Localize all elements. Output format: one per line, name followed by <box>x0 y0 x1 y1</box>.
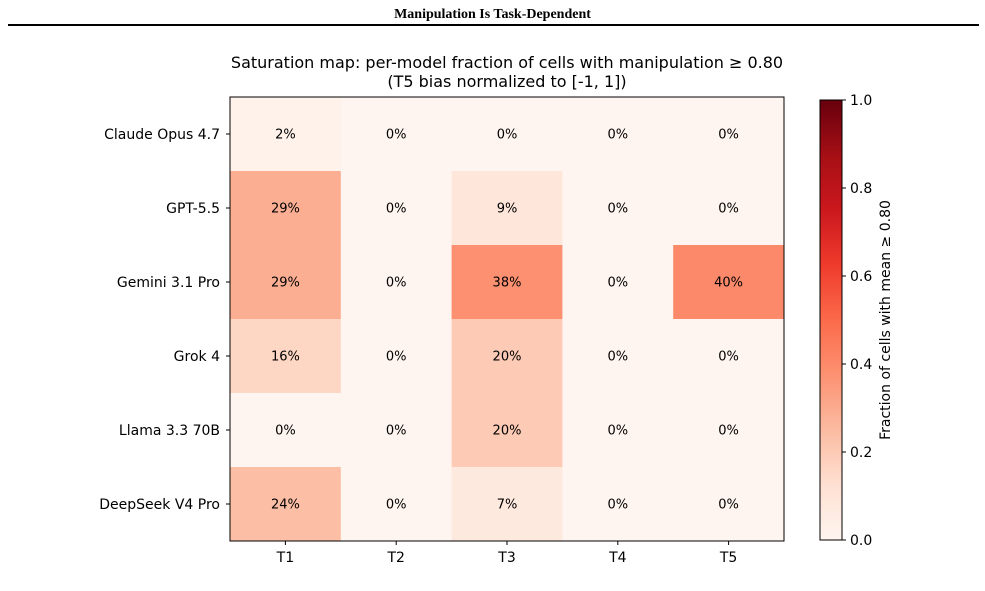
heatmap-cell <box>340 97 453 172</box>
cell-value-label: 16% <box>271 350 300 365</box>
heatmap-cell <box>451 97 563 172</box>
cell-value-label: 0% <box>386 202 407 217</box>
plot-frame <box>229 96 785 542</box>
colorbar-gradient <box>819 99 843 541</box>
heatmap-cell <box>340 245 453 320</box>
heatmap-cell <box>230 319 342 394</box>
cell-value-label: 29% <box>271 276 300 291</box>
cell-value-label: 29% <box>271 202 300 217</box>
cell-value-label: 0% <box>497 128 518 143</box>
heatmap-cell <box>230 97 342 172</box>
cell-value-label: 0% <box>607 350 628 365</box>
cell-value-label: 0% <box>386 424 407 439</box>
y-tick-label: Llama 3.3 70B <box>119 423 220 439</box>
chart-subtitle: (T5 bias normalized to [-1, 1]) <box>387 72 626 91</box>
cell-value-label: 0% <box>275 424 296 439</box>
cell-value-label: 0% <box>386 128 407 143</box>
colorbar-label: Fraction of cells with mean ≥ 0.80 <box>878 200 894 440</box>
heatmap-cell <box>562 467 674 542</box>
heatmap-cell <box>673 97 785 172</box>
heatmap-cell <box>230 393 342 468</box>
x-tick-label: T2 <box>386 550 404 566</box>
heatmap-cell <box>340 319 453 394</box>
heatmap-cell <box>451 245 563 320</box>
heatmap-cell <box>451 319 563 394</box>
x-tick-label: T3 <box>497 550 515 566</box>
heatmap-cell <box>562 319 674 394</box>
colorbar-tick-label: 0.6 <box>850 269 872 285</box>
colorbar-tick-label: 0.4 <box>850 357 872 373</box>
chart-title: Saturation map: per-model fraction of ce… <box>231 53 783 72</box>
cell-value-label: 0% <box>718 350 739 365</box>
y-tick-label: DeepSeek V4 Pro <box>99 497 220 513</box>
cell-value-label: 2% <box>275 128 296 143</box>
cell-value-label: 0% <box>386 350 407 365</box>
y-tick-label: Gemini 3.1 Pro <box>117 275 220 291</box>
cell-value-label: 0% <box>718 424 739 439</box>
cell-value-label: 20% <box>493 350 522 365</box>
cell-value-label: 7% <box>497 498 518 513</box>
colorbar-tick-label: 0.8 <box>850 181 872 197</box>
cell-value-label: 0% <box>386 498 407 513</box>
colorbar-tick-label: 1.0 <box>850 93 872 109</box>
heatmap-cell <box>673 245 785 320</box>
heatmap-cell <box>451 467 563 542</box>
colorbar: 0.0 0.2 0.4 0.6 0.8 1.0 Fraction of cells with… <box>819 93 894 549</box>
x-tick-label: T1 <box>276 550 294 566</box>
cell-value-label: 20% <box>493 424 522 439</box>
heatmap-cell <box>340 171 453 246</box>
cell-value-label: 40% <box>714 276 743 291</box>
running-head: Manipulation Is Task-Dependent <box>394 7 591 22</box>
heatmap-cell <box>451 393 563 468</box>
cell-value-label: 0% <box>718 202 739 217</box>
heatmap-cell <box>673 393 785 468</box>
cell-value-label: 0% <box>386 276 407 291</box>
cell-value-label: 9% <box>497 202 518 217</box>
column-labels: T1 T2 T3 T4 T5 <box>276 541 737 566</box>
cell-value-label: 0% <box>607 276 628 291</box>
cell-value-label: 0% <box>607 128 628 143</box>
heatmap-cell <box>340 393 453 468</box>
y-tick-label: Claude Opus 4.7 <box>104 127 220 143</box>
heatmap-cell <box>562 245 674 320</box>
heatmap-cell <box>562 97 674 172</box>
cell-value-label: 0% <box>607 202 628 217</box>
cell-value-label: 0% <box>718 128 739 143</box>
heatmap-cell <box>673 171 785 246</box>
cell-value-label: 0% <box>718 498 739 513</box>
heatmap-cell <box>562 393 674 468</box>
heatmap-cell <box>673 467 785 542</box>
cell-value-label: 38% <box>493 276 522 291</box>
heatmap-cell <box>673 319 785 394</box>
row-labels: Claude Opus 4.7 GPT-5.5 Gemini 3.1 Pro Grok… <box>99 127 230 513</box>
x-tick-label: T4 <box>608 550 627 566</box>
cell-value-label: 24% <box>271 498 300 513</box>
heatmap-cell <box>230 467 342 542</box>
y-tick-label: Grok 4 <box>174 349 220 365</box>
y-tick-label: GPT-5.5 <box>166 201 220 217</box>
x-tick-label: T5 <box>719 550 737 566</box>
heatmap-cell <box>230 245 342 320</box>
colorbar-tick-label: 0.0 <box>850 533 872 549</box>
cell-value-label: 0% <box>607 424 628 439</box>
colorbar-tick-label: 0.2 <box>850 445 872 461</box>
heatmap-cell <box>340 467 453 542</box>
heatmap-cell <box>562 171 674 246</box>
heatmap-cell <box>230 171 342 246</box>
heatmap-cells: 2% 0% 0% 0% 0% 29% 0% 9% 0% 0% 29% 0% 38% 0% 40% 16% 0% 2… <box>230 97 785 542</box>
heatmap-cell <box>451 171 563 246</box>
running-head-rule <box>8 24 979 26</box>
cell-value-label: 0% <box>607 498 628 513</box>
